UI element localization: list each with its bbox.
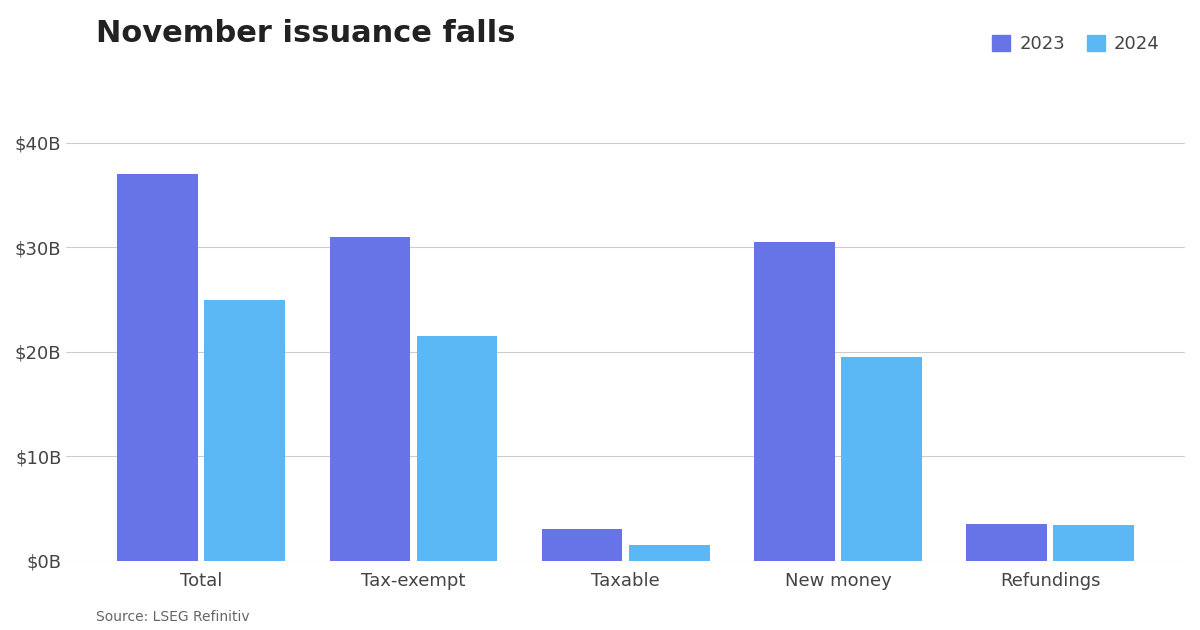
Bar bbox=[118, 175, 198, 561]
Bar bbox=[1054, 525, 1134, 561]
Bar bbox=[330, 237, 410, 561]
Bar bbox=[204, 299, 284, 561]
Legend: 2023, 2024: 2023, 2024 bbox=[985, 28, 1166, 60]
Bar bbox=[841, 357, 922, 561]
Bar bbox=[754, 242, 835, 561]
Text: November issuance falls: November issuance falls bbox=[96, 19, 516, 48]
Bar bbox=[966, 524, 1048, 561]
Text: Source: LSEG Refinitiv: Source: LSEG Refinitiv bbox=[96, 610, 250, 624]
Bar bbox=[542, 529, 623, 561]
Bar bbox=[629, 545, 709, 561]
Bar bbox=[416, 336, 497, 561]
